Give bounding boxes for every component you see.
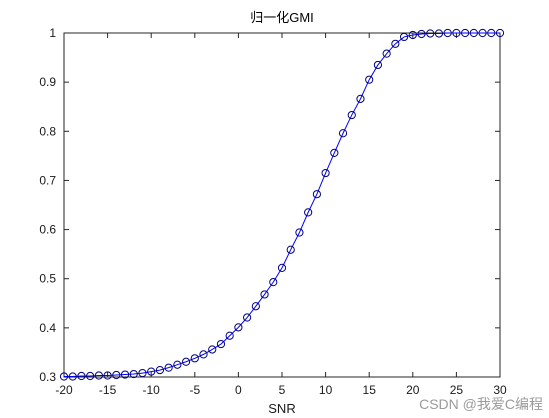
data-point <box>138 368 147 378</box>
x-tick-label: 15 <box>363 383 377 397</box>
x-tick-label: 0 <box>235 383 242 397</box>
x-axis: -20 -15 -10 -5 0 5 10 15 20 25 30 <box>55 33 507 397</box>
data-point <box>86 371 95 381</box>
data-point <box>243 313 252 322</box>
data-point <box>399 32 409 42</box>
data-point <box>338 129 348 138</box>
data-point <box>269 278 278 287</box>
x-axis-label: SNR <box>268 401 295 416</box>
y-tick-label: 0.8 <box>39 124 56 138</box>
plot-area <box>63 32 501 378</box>
data-point <box>382 49 391 58</box>
data-point <box>147 367 156 376</box>
data-point <box>452 28 461 38</box>
data-point <box>391 39 400 48</box>
data-point <box>417 29 426 39</box>
data-point <box>199 350 208 359</box>
x-tick-label: -5 <box>189 383 200 397</box>
x-tick-label: 10 <box>319 383 333 397</box>
y-tick-label: 0.3 <box>39 370 56 384</box>
data-point <box>225 331 234 340</box>
data-point <box>208 345 217 354</box>
data-point <box>164 363 173 372</box>
series-line <box>64 32 500 378</box>
data-point <box>251 302 260 311</box>
data-point <box>68 372 77 381</box>
data-point <box>495 28 505 38</box>
data-point <box>487 28 496 38</box>
data-point <box>286 245 295 254</box>
x-tick-label: -20 <box>55 383 73 397</box>
data-point <box>77 371 86 381</box>
x-tick-label: 30 <box>493 383 507 397</box>
data-point <box>373 60 383 70</box>
data-point <box>181 357 191 366</box>
x-tick-label: 5 <box>279 383 286 397</box>
chart-title: 归一化GMI <box>250 10 314 25</box>
x-tick-label: -10 <box>143 383 161 397</box>
data-point <box>120 370 130 379</box>
y-tick-label: 1 <box>49 26 56 40</box>
data-point <box>478 28 487 38</box>
series-markers <box>59 28 505 381</box>
data-point <box>426 29 435 38</box>
data-point <box>461 28 470 38</box>
data-point <box>469 28 478 38</box>
data-point <box>356 94 365 103</box>
data-point <box>94 371 103 380</box>
data-point <box>347 110 356 120</box>
y-tick-label: 0.5 <box>39 272 56 286</box>
data-point <box>321 168 330 178</box>
data-point <box>234 323 243 332</box>
data-point <box>112 370 121 380</box>
data-point <box>434 29 444 38</box>
data-point <box>408 30 417 40</box>
data-point <box>443 28 452 38</box>
data-point <box>260 290 269 299</box>
data-point <box>330 148 339 158</box>
data-point <box>277 263 287 273</box>
x-tick-label: 25 <box>450 383 464 397</box>
data-point <box>304 208 313 217</box>
data-point <box>365 75 374 84</box>
data-point <box>129 369 138 379</box>
y-tick-label: 0.6 <box>39 223 56 237</box>
data-point <box>103 371 112 380</box>
data-point <box>59 372 69 381</box>
x-tick-label: -15 <box>99 383 117 397</box>
y-tick-label: 0.9 <box>39 75 56 89</box>
x-tick-label: 20 <box>406 383 420 397</box>
data-point <box>216 339 226 349</box>
y-tick-label: 0.4 <box>39 321 56 335</box>
data-point <box>155 366 165 375</box>
data-point <box>173 360 182 369</box>
data-point <box>295 228 304 237</box>
watermark: CSDN @我爱C编程 <box>419 396 543 412</box>
data-point <box>190 354 199 363</box>
y-axis: 0.3 0.4 0.5 0.6 0.7 0.8 0.9 1 <box>39 26 500 384</box>
data-point <box>312 190 321 199</box>
series-polyline <box>64 32 500 378</box>
y-tick-label: 0.7 <box>39 173 56 187</box>
